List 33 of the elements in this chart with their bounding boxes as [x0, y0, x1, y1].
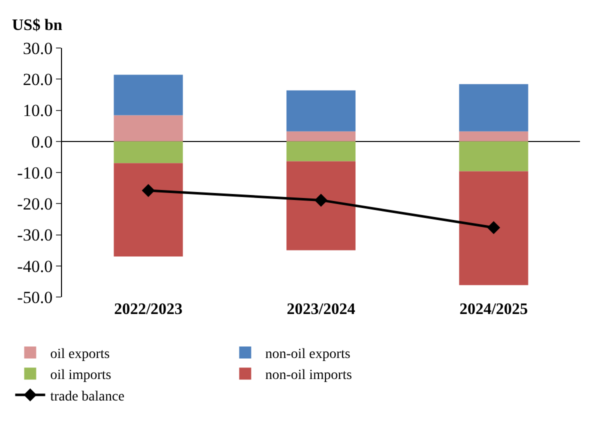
- x-tick-label: 2023/2024: [286, 301, 356, 318]
- y-tick-label: 30.0: [22, 38, 53, 58]
- y-tick-label: -20.0: [17, 194, 53, 214]
- bar: [286, 141, 356, 162]
- point: [314, 194, 328, 207]
- y-tick-label: -30.0: [17, 226, 53, 245]
- y-tick-label: -10.0: [17, 163, 53, 182]
- bar: [286, 131, 356, 142]
- y-tick-label: 0.0: [31, 132, 53, 152]
- bar: [114, 163, 183, 257]
- legend-label: oil exports: [50, 346, 110, 362]
- y-tick-label: 10.0: [22, 101, 53, 120]
- bar: [459, 84, 528, 132]
- bar: [114, 74, 183, 116]
- bar: [459, 131, 528, 142]
- bar: [114, 141, 183, 164]
- legend-label: oil imports: [50, 368, 112, 384]
- bar: [459, 171, 528, 286]
- legend-label: trade balance: [50, 389, 124, 404]
- legend-label: non-oil exports: [265, 346, 350, 362]
- x-tick-label: 2022/2023: [114, 301, 183, 318]
- y-axis-title: US$ bn: [12, 17, 62, 34]
- bar: [286, 161, 356, 250]
- point: [142, 184, 155, 198]
- x-tick-label: 2024/2025: [459, 301, 528, 318]
- y-tick-label: -50.0: [17, 288, 53, 307]
- y-tick-label: 20.0: [22, 70, 53, 90]
- bar: [459, 141, 528, 172]
- bar: [286, 90, 356, 132]
- legend-label: non-oil imports: [265, 368, 352, 384]
- y-tick-label: -40.0: [17, 256, 53, 276]
- bar: [114, 115, 183, 142]
- point: [487, 221, 500, 234]
